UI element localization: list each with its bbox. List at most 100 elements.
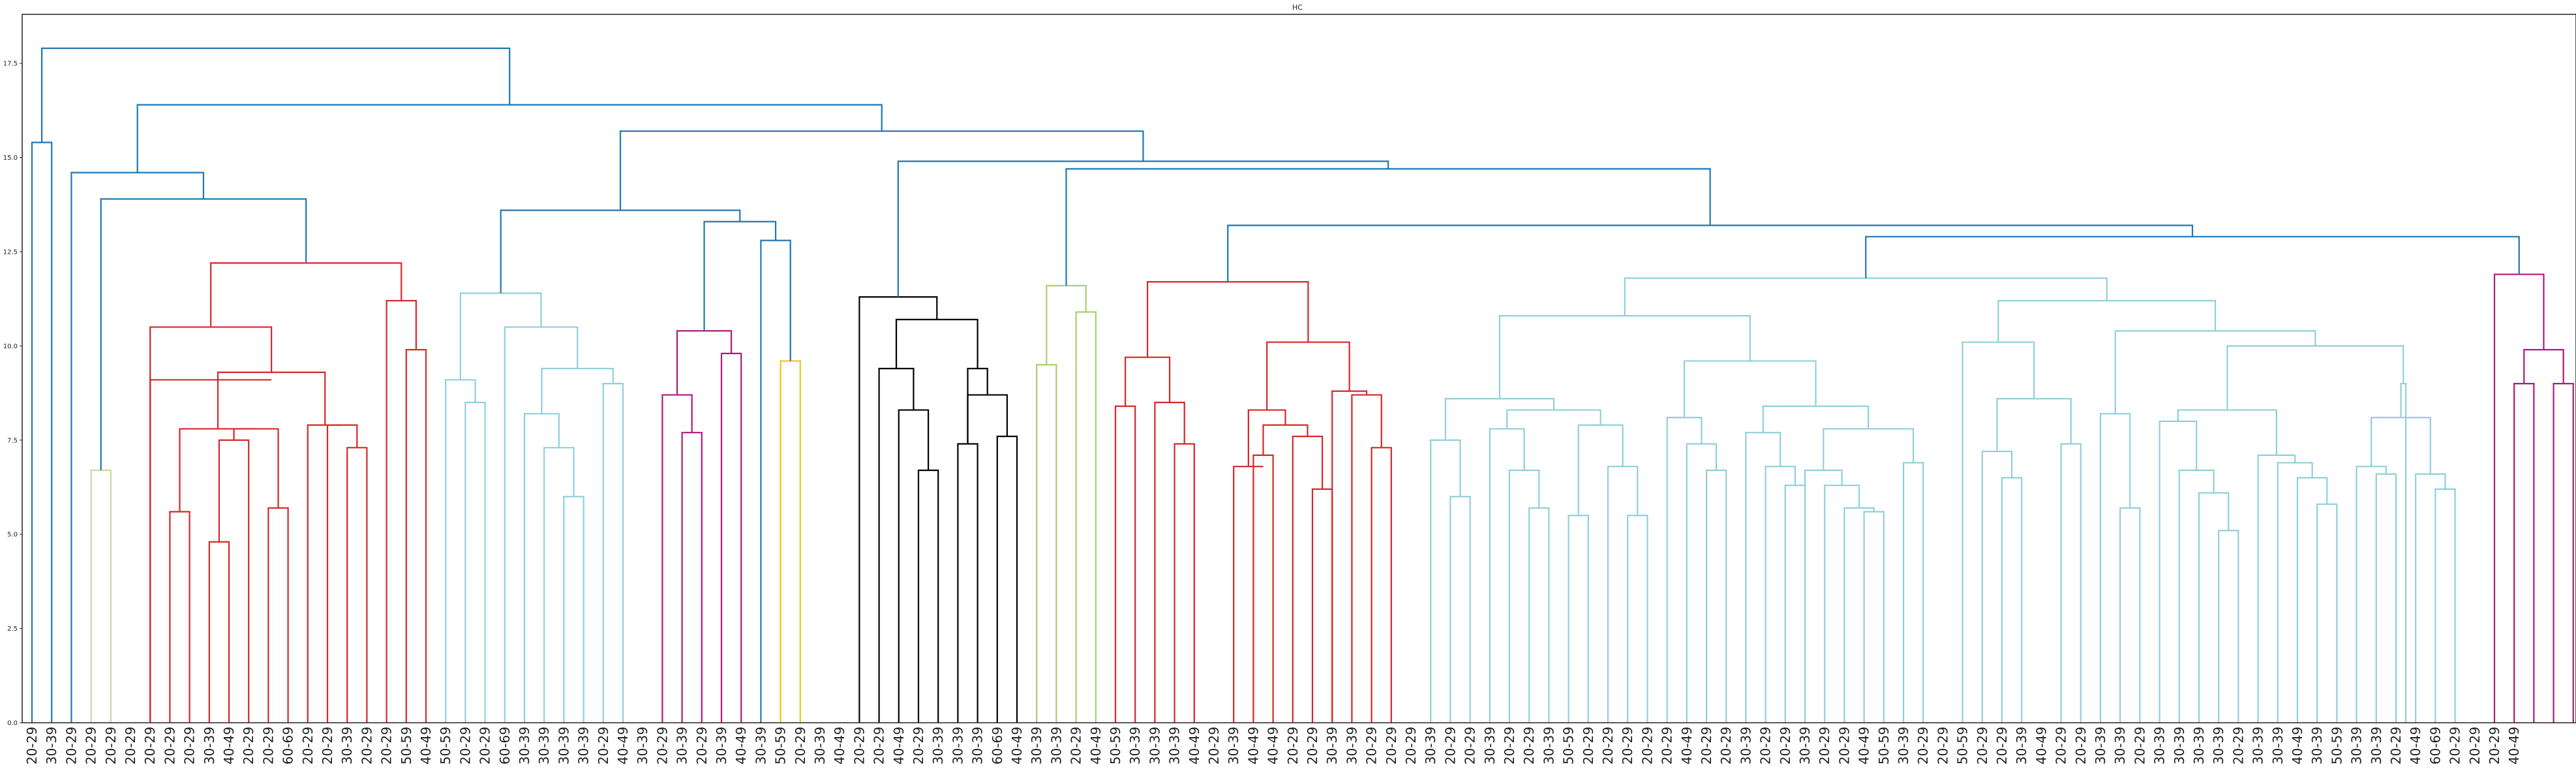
leaf-label: 30-39 xyxy=(2250,727,2266,764)
dendrogram-link xyxy=(2198,492,2230,723)
dendrogram-link xyxy=(1666,416,1703,723)
dendrogram-link xyxy=(218,439,250,723)
dendrogram-link xyxy=(2434,488,2456,723)
dendrogram-link xyxy=(2296,477,2328,723)
leaf-label: 20-29 xyxy=(379,727,395,764)
leaf-label: 40-49 xyxy=(1088,727,1104,764)
leaf-label: 30-39 xyxy=(44,727,59,764)
dendrogram-link xyxy=(1046,284,1087,365)
dendrogram-link xyxy=(459,292,542,380)
dendrogram-link xyxy=(2277,462,2313,723)
leaf-label: 30-39 xyxy=(714,727,729,764)
dendrogram-link xyxy=(1247,409,1286,467)
dendrogram-link xyxy=(326,424,358,723)
leaf-label: 20-29 xyxy=(300,727,316,764)
leaf-label: 20-29 xyxy=(2073,727,2089,764)
leaf-label: 30-39 xyxy=(517,727,532,764)
leaf-label: 40-49 xyxy=(418,727,434,764)
dendrogram-link xyxy=(661,394,693,723)
leaf-label: 40-49 xyxy=(615,727,631,764)
leaf-label: 40-49 xyxy=(2033,727,2049,764)
leaf-label: 30-39 xyxy=(635,727,650,764)
leaf-label: 20-29 xyxy=(182,727,198,764)
leaf-label: 20-29 xyxy=(320,727,335,764)
leaf-label: 40-49 xyxy=(2506,727,2522,764)
dendrogram-link xyxy=(179,428,256,512)
dendrogram-link xyxy=(40,47,511,143)
leaf-label: 40-49 xyxy=(733,727,749,764)
dendrogram-link xyxy=(2371,416,2431,474)
leaf-label: 20-29 xyxy=(63,727,79,764)
leaf-label: 30-39 xyxy=(2152,727,2168,764)
dendrogram-link xyxy=(1996,398,2072,452)
leaf-label: 30-39 xyxy=(2349,727,2365,764)
dendrogram-link xyxy=(1865,235,2520,279)
dendrogram-link xyxy=(1430,439,1461,723)
dendrogram-link xyxy=(405,349,427,723)
dendrogram-link xyxy=(1498,315,1751,399)
dendrogram-link xyxy=(1444,398,1555,440)
dendrogram-link xyxy=(267,507,289,723)
dendrogram-link xyxy=(1154,401,1185,723)
leaf-label: 20-29 xyxy=(871,727,887,764)
dendrogram-link xyxy=(386,299,417,723)
leaf-label: 20-29 xyxy=(24,727,40,764)
leaf-label: 20-29 xyxy=(457,727,473,764)
y-tick-label: 2.5 xyxy=(7,626,18,633)
leaf-label: 20-29 xyxy=(123,727,138,764)
dendrogram-link xyxy=(500,209,741,294)
leaf-label: 30-39 xyxy=(930,727,946,764)
dendrogram-link xyxy=(2523,349,2564,384)
leaf-label: 30-39 xyxy=(1167,727,1183,764)
leaf-label: 30-39 xyxy=(1344,727,1359,764)
dendrogram-link xyxy=(858,296,938,723)
y-tick-label: 7.5 xyxy=(7,437,18,444)
leaf-label: 60-69 xyxy=(497,727,513,764)
leaf-label: 20-29 xyxy=(260,727,276,764)
leaf-label: 30-39 xyxy=(2309,727,2325,764)
leaf-label: 30-39 xyxy=(1147,727,1162,764)
leaf-label: 20-29 xyxy=(911,727,926,764)
leaf-label: 30-39 xyxy=(202,727,217,764)
dendrogram-link xyxy=(1568,515,1589,723)
leaf-label: 40-49 xyxy=(1679,727,1695,764)
dendrogram-link xyxy=(1114,405,1136,723)
leaf-label: 20-29 xyxy=(2053,727,2069,764)
dendrogram-link xyxy=(897,160,1389,297)
chart-title: HC xyxy=(1292,3,1303,12)
dendrogram-link xyxy=(1824,484,1860,723)
y-axis: 0.0 2.5 5.0 7.5 10.0 12.5 15.0 17.5 xyxy=(3,61,22,727)
leaf-label: 50-59 xyxy=(1876,727,1892,764)
dendrogram-link xyxy=(895,318,978,369)
leaf-label: 20-29 xyxy=(2230,727,2246,764)
dendrogram-link xyxy=(2513,383,2535,723)
dendrogram-link xyxy=(1843,507,1875,723)
dendrogram-link xyxy=(1624,277,2108,316)
leaf-label: 30-39 xyxy=(2369,727,2384,764)
leaf-label: 20-29 xyxy=(2467,727,2483,764)
leaf-label: 30-39 xyxy=(1896,727,1911,764)
dendrogram-link xyxy=(1981,450,2013,723)
leaf-label: 20-29 xyxy=(103,727,119,764)
leaf-label: 30-39 xyxy=(2211,727,2226,764)
leaf-label: 30-39 xyxy=(1048,727,1064,764)
leaf-label: 40-49 xyxy=(832,727,847,764)
dendrogram-link xyxy=(2553,383,2574,723)
dendrogram-link xyxy=(681,432,703,723)
leaf-label: 20-29 xyxy=(1915,727,1931,764)
dendrogram-link xyxy=(1683,360,1817,418)
dendrogram-link xyxy=(1227,224,2194,282)
dendrogram-link xyxy=(760,239,791,723)
dendrogram-link xyxy=(2257,454,2296,723)
dendrogram-link xyxy=(149,379,272,723)
leaf-label: 20-29 xyxy=(1817,727,1832,764)
dendrogram-link xyxy=(210,262,402,327)
dendrogram-link xyxy=(1036,364,1057,723)
leaf-label: 30-39 xyxy=(674,727,690,764)
leaf-label: 30-39 xyxy=(2172,727,2187,764)
leaf-label: 20-29 xyxy=(1364,727,1380,764)
dendrogram-link xyxy=(2178,469,2215,723)
dendrogram-link xyxy=(676,330,733,395)
dendrogram-link xyxy=(1262,424,1309,455)
